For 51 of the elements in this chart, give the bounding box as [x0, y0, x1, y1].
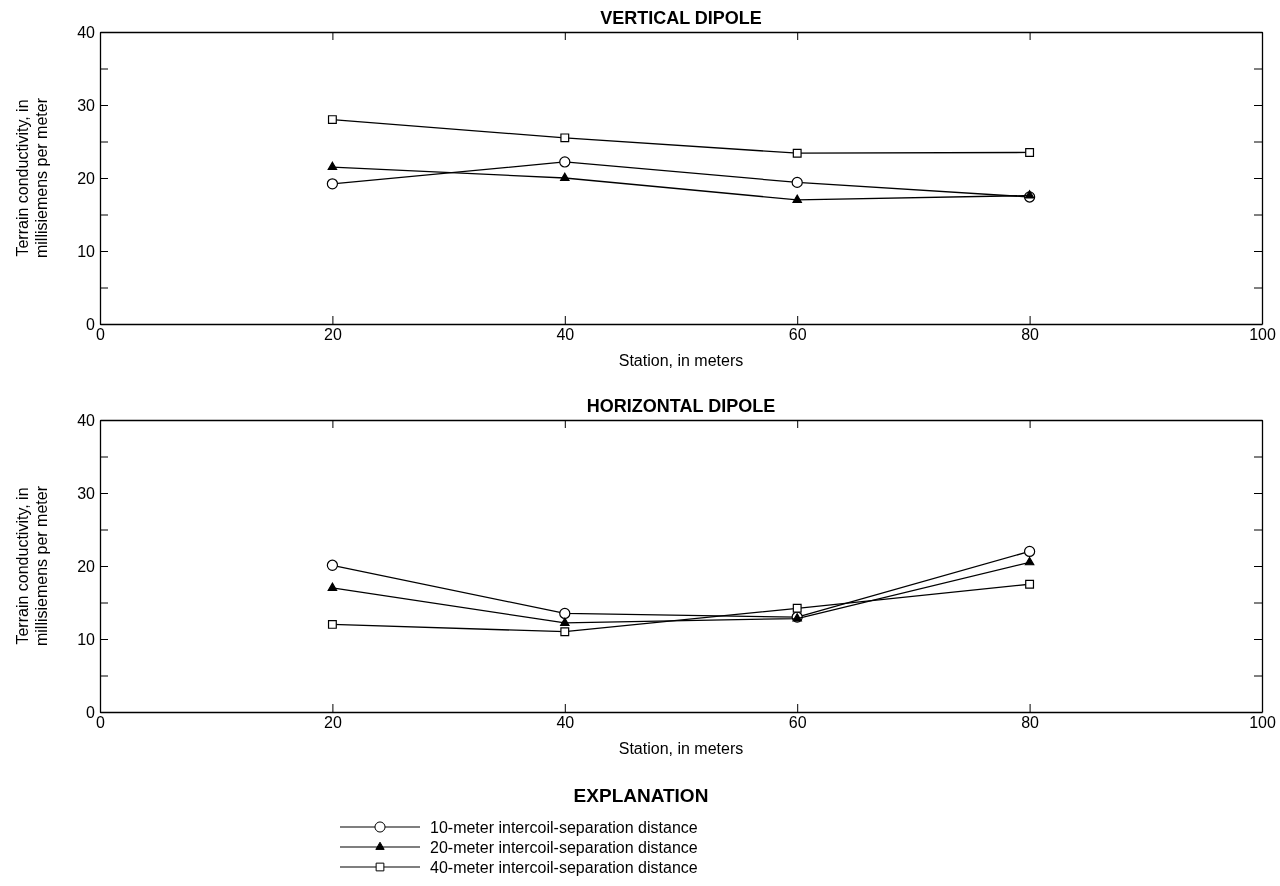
point	[327, 115, 337, 125]
point	[326, 559, 339, 571]
chart-title: VERTICAL DIPOLE	[600, 8, 762, 28]
legend-title: EXPLANATION	[573, 785, 709, 806]
point	[1025, 579, 1035, 589]
y-tick-label: 10	[77, 630, 96, 648]
point	[792, 194, 802, 203]
point	[326, 178, 339, 190]
point	[791, 176, 803, 189]
point	[1025, 147, 1035, 157]
point	[560, 133, 570, 143]
legend-label: 10-meter intercoil-separation distance	[430, 819, 698, 836]
x-tick-label: 80	[1021, 714, 1040, 732]
point	[792, 148, 802, 158]
chart-title: HORIZONTAL DIPOLE	[586, 396, 776, 416]
x-tick-label: 20	[324, 326, 342, 344]
legend-label: 40-meter intercoil-separation distance	[430, 859, 698, 876]
x-tick-label: 20	[324, 714, 342, 732]
x-tick-label: 100	[1249, 714, 1276, 732]
y-axis-title: Terrain conductivity, in millisiemens per meter	[14, 485, 50, 647]
y-tick-label: 20	[77, 557, 96, 575]
point	[1023, 545, 1036, 558]
x-tick-label: 60	[788, 714, 807, 732]
point	[327, 582, 338, 591]
point	[327, 161, 338, 171]
point	[1024, 190, 1035, 199]
x-tick-label: 40	[556, 714, 575, 732]
point	[560, 617, 570, 626]
x-tick-label: 80	[1021, 326, 1040, 344]
legend-label: 20-meter intercoil-separation distance	[430, 839, 698, 856]
x-axis-title: Station, in meters	[618, 740, 744, 757]
x-tick-label: 100	[1249, 326, 1276, 344]
point	[327, 619, 337, 629]
y-tick-label: 40	[77, 23, 96, 41]
point	[792, 603, 802, 613]
y-axis-title: Terrain conductivity, in millisiemens per meter	[14, 97, 50, 259]
y-tick-label: 0	[86, 315, 96, 333]
point	[559, 607, 571, 620]
y-tick-label: 30	[77, 484, 96, 502]
point	[560, 172, 570, 181]
y-tick-label: 40	[77, 411, 96, 429]
point	[560, 627, 570, 637]
x-tick-label: 60	[788, 326, 807, 344]
y-tick-label: 10	[77, 242, 96, 260]
y-tick-label: 30	[77, 96, 96, 114]
point	[1024, 556, 1035, 566]
point	[559, 156, 571, 168]
y-tick-label: 20	[77, 169, 96, 187]
y-tick-label: 0	[86, 703, 96, 721]
x-tick-label: 40	[556, 326, 575, 344]
x-axis-title: Station, in meters	[618, 352, 744, 369]
